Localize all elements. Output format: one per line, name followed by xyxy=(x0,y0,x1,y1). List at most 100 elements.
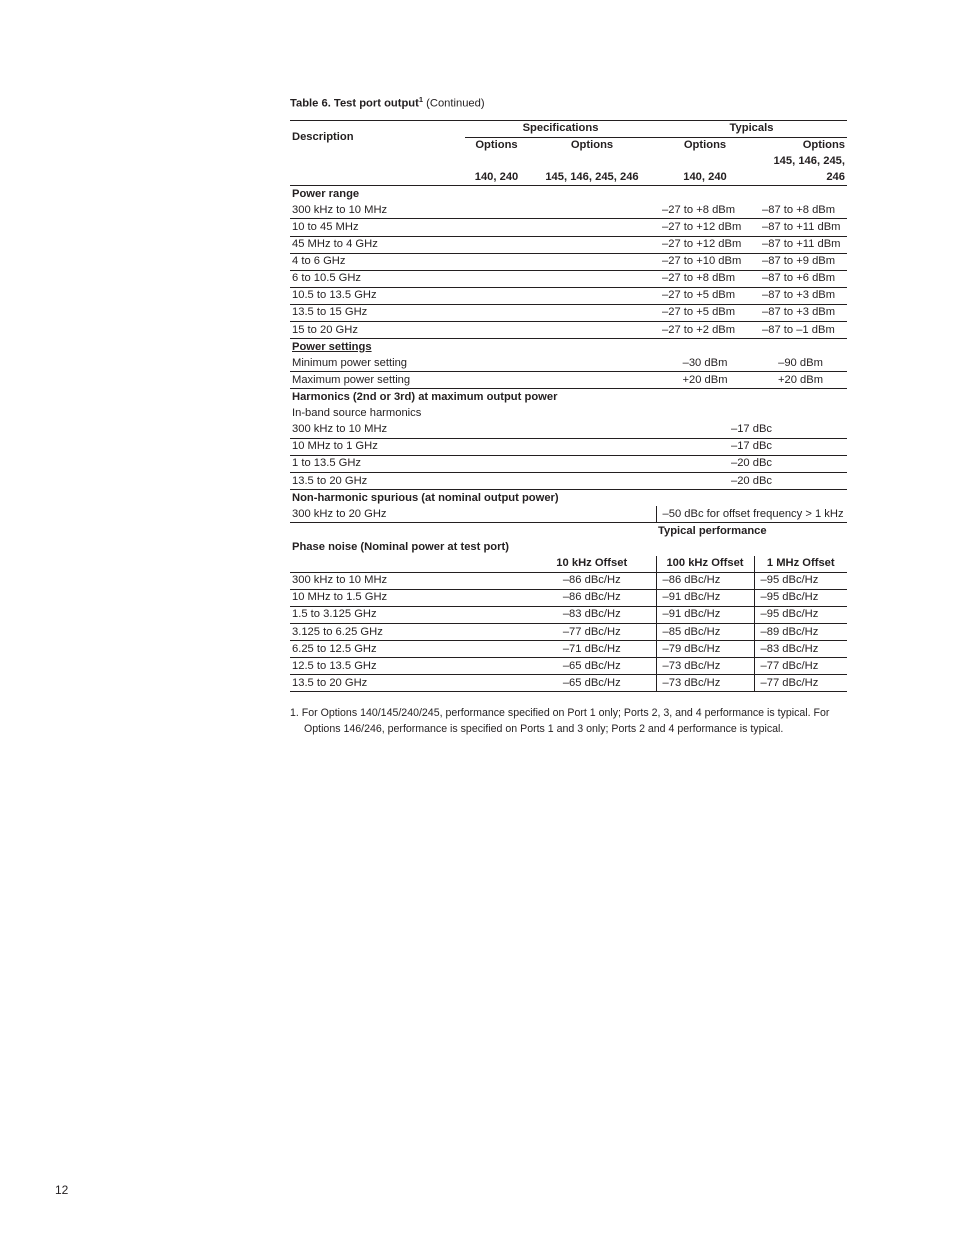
pr-label: 6 to 10.5 GHz xyxy=(290,270,656,287)
pn-c1: –65 dBc/Hz xyxy=(528,658,656,675)
table-row: 10 MHz to 1 GHz–17 dBc xyxy=(290,438,847,455)
table-row: 300 kHz to 10 MHz–27 to +8 dBm–87 to +8 … xyxy=(290,202,847,219)
pn-c2: –85 dBc/Hz xyxy=(656,624,754,641)
table-row: 12.5 to 13.5 GHz–65 dBc/Hz–73 dBc/Hz–77 … xyxy=(290,658,847,675)
table-row: 13.5 to 20 GHz–20 dBc xyxy=(290,473,847,490)
ps-label: Maximum power setting xyxy=(290,372,656,389)
table-row: 15 to 20 GHz–27 to +2 dBm–87 to –1 dBm xyxy=(290,322,847,339)
pr-label: 10.5 to 13.5 GHz xyxy=(290,287,656,304)
table-row: Power settings xyxy=(290,339,847,356)
ps-t1: –30 dBm xyxy=(656,355,754,372)
table-row: 300 kHz to 20 GHz –50 dBc for offset fre… xyxy=(290,506,847,523)
pr-t2: –87 to +11 dBm xyxy=(754,236,847,253)
table-row: Non-harmonic spurious (at nominal output… xyxy=(290,490,847,507)
table-row: 13.5 to 15 GHz–27 to +5 dBm–87 to +3 dBm xyxy=(290,304,847,321)
pr-t2: –87 to +3 dBm xyxy=(754,287,847,304)
table-row: 10 to 45 MHz–27 to +12 dBm–87 to +11 dBm xyxy=(290,219,847,236)
pn-hdr-100k: 100 kHz Offset xyxy=(656,556,754,573)
pr-t1: –27 to +8 dBm xyxy=(656,270,754,287)
harm-val: –17 dBc xyxy=(656,422,847,439)
pr-t1: –27 to +5 dBm xyxy=(656,287,754,304)
harmonics-sub: In-band source harmonics xyxy=(290,406,847,422)
pn-c1: –77 dBc/Hz xyxy=(528,624,656,641)
page: Table 6. Test port output1 (Continued) D… xyxy=(0,0,954,1235)
hdr-140-b: 140, 240 xyxy=(656,154,754,186)
pn-c3: –89 dBc/Hz xyxy=(754,624,847,641)
pn-label: 13.5 to 20 GHz xyxy=(290,675,528,692)
power-settings-heading: Power settings xyxy=(290,339,847,356)
table-row: 10 kHz Offset 100 kHz Offset 1 MHz Offse… xyxy=(290,556,847,573)
pn-c2: –79 dBc/Hz xyxy=(656,641,754,658)
table-row: 45 MHz to 4 GHz–27 to +12 dBm–87 to +11 … xyxy=(290,236,847,253)
pn-c2: –86 dBc/Hz xyxy=(656,572,754,589)
pr-t2: –87 to +6 dBm xyxy=(754,270,847,287)
table-row: 4 to 6 GHz–27 to +10 dBm–87 to +9 dBm xyxy=(290,253,847,270)
pn-c2: –73 dBc/Hz xyxy=(656,658,754,675)
pn-c3: –95 dBc/Hz xyxy=(754,606,847,623)
hdr-specifications: Specifications xyxy=(465,120,656,137)
nonharm-label: 300 kHz to 20 GHz xyxy=(290,506,656,523)
harm-label: 13.5 to 20 GHz xyxy=(290,473,656,490)
pr-t2: –87 to +11 dBm xyxy=(754,219,847,236)
pr-label: 10 to 45 MHz xyxy=(290,219,656,236)
table-row: 1 to 13.5 GHz–20 dBc xyxy=(290,455,847,472)
table-row: 6 to 10.5 GHz–27 to +8 dBm–87 to +6 dBm xyxy=(290,270,847,287)
hdr-options-1: Options xyxy=(465,137,528,154)
harm-label: 300 kHz to 10 MHz xyxy=(290,422,656,439)
nonharm-val: –50 dBc for offset frequency > 1 kHz xyxy=(656,506,847,523)
hdr-description: Description xyxy=(290,120,465,154)
pr-label: 45 MHz to 4 GHz xyxy=(290,236,656,253)
phase-noise-heading: Phase noise (Nominal power at test port) xyxy=(290,539,847,555)
ps-t2: +20 dBm xyxy=(754,372,847,389)
pr-label: 15 to 20 GHz xyxy=(290,322,656,339)
table-row: 1.5 to 3.125 GHz–83 dBc/Hz–91 dBc/Hz–95 … xyxy=(290,606,847,623)
pn-c2: –73 dBc/Hz xyxy=(656,675,754,692)
pr-t1: –27 to +12 dBm xyxy=(656,236,754,253)
page-number: 12 xyxy=(55,1183,68,1197)
table-title-suffix: (Continued) xyxy=(423,98,485,110)
pr-t2: –87 to –1 dBm xyxy=(754,322,847,339)
hdr-options-4: Options xyxy=(754,137,847,154)
ps-t2: –90 dBm xyxy=(754,355,847,372)
table-row: 140, 240 145, 146, 245, 246 140, 240 145… xyxy=(290,154,847,186)
pr-t2: –87 to +9 dBm xyxy=(754,253,847,270)
pn-c3: –95 dBc/Hz xyxy=(754,589,847,606)
table-row: 10.5 to 13.5 GHz–27 to +5 dBm–87 to +3 d… xyxy=(290,287,847,304)
hdr-145-b: 145, 146, 245, 246 xyxy=(754,154,847,186)
nonharm-heading: Non-harmonic spurious (at nominal output… xyxy=(290,490,847,507)
hdr-typicals: Typicals xyxy=(656,120,847,137)
pr-t1: –27 to +2 dBm xyxy=(656,322,754,339)
power-range-heading: Power range xyxy=(290,186,847,203)
table-row: Description Specifications Typicals xyxy=(290,120,847,137)
pn-c3: –95 dBc/Hz xyxy=(754,572,847,589)
table-row: 300 kHz to 10 MHz–17 dBc xyxy=(290,422,847,439)
ps-label: Minimum power setting xyxy=(290,355,656,372)
harm-label: 1 to 13.5 GHz xyxy=(290,455,656,472)
table-title-prefix: Table 6. Test port output xyxy=(290,98,419,110)
pn-c3: –83 dBc/Hz xyxy=(754,641,847,658)
pn-label: 1.5 to 3.125 GHz xyxy=(290,606,528,623)
table-row: In-band source harmonics xyxy=(290,406,847,422)
pn-c1: –65 dBc/Hz xyxy=(528,675,656,692)
table-row: 10 MHz to 1.5 GHz–86 dBc/Hz–91 dBc/Hz–95… xyxy=(290,589,847,606)
typical-performance-heading: Typical performance xyxy=(656,523,847,540)
pn-c3: –77 dBc/Hz xyxy=(754,675,847,692)
pn-c2: –91 dBc/Hz xyxy=(656,606,754,623)
pn-c1: –86 dBc/Hz xyxy=(528,572,656,589)
pn-label: 10 MHz to 1.5 GHz xyxy=(290,589,528,606)
hdr-145-a: 145, 146, 245, 246 xyxy=(528,154,656,186)
pn-c3: –77 dBc/Hz xyxy=(754,658,847,675)
table-row: Phase noise (Nominal power at test port) xyxy=(290,539,847,555)
table-row: Maximum power setting+20 dBm+20 dBm xyxy=(290,372,847,389)
hdr-140-a: 140, 240 xyxy=(465,154,528,186)
harmonics-heading: Harmonics (2nd or 3rd) at maximum output… xyxy=(290,389,847,406)
harm-label: 10 MHz to 1 GHz xyxy=(290,438,656,455)
table-row: 3.125 to 6.25 GHz–77 dBc/Hz–85 dBc/Hz–89… xyxy=(290,624,847,641)
pr-t1: –27 to +8 dBm xyxy=(656,202,754,219)
hdr-options-2: Options xyxy=(528,137,656,154)
pn-label: 3.125 to 6.25 GHz xyxy=(290,624,528,641)
pn-c2: –91 dBc/Hz xyxy=(656,589,754,606)
table-row: Power range xyxy=(290,186,847,203)
table-title: Table 6. Test port output1 (Continued) xyxy=(290,95,854,110)
table-row: 13.5 to 20 GHz–65 dBc/Hz–73 dBc/Hz–77 dB… xyxy=(290,675,847,692)
